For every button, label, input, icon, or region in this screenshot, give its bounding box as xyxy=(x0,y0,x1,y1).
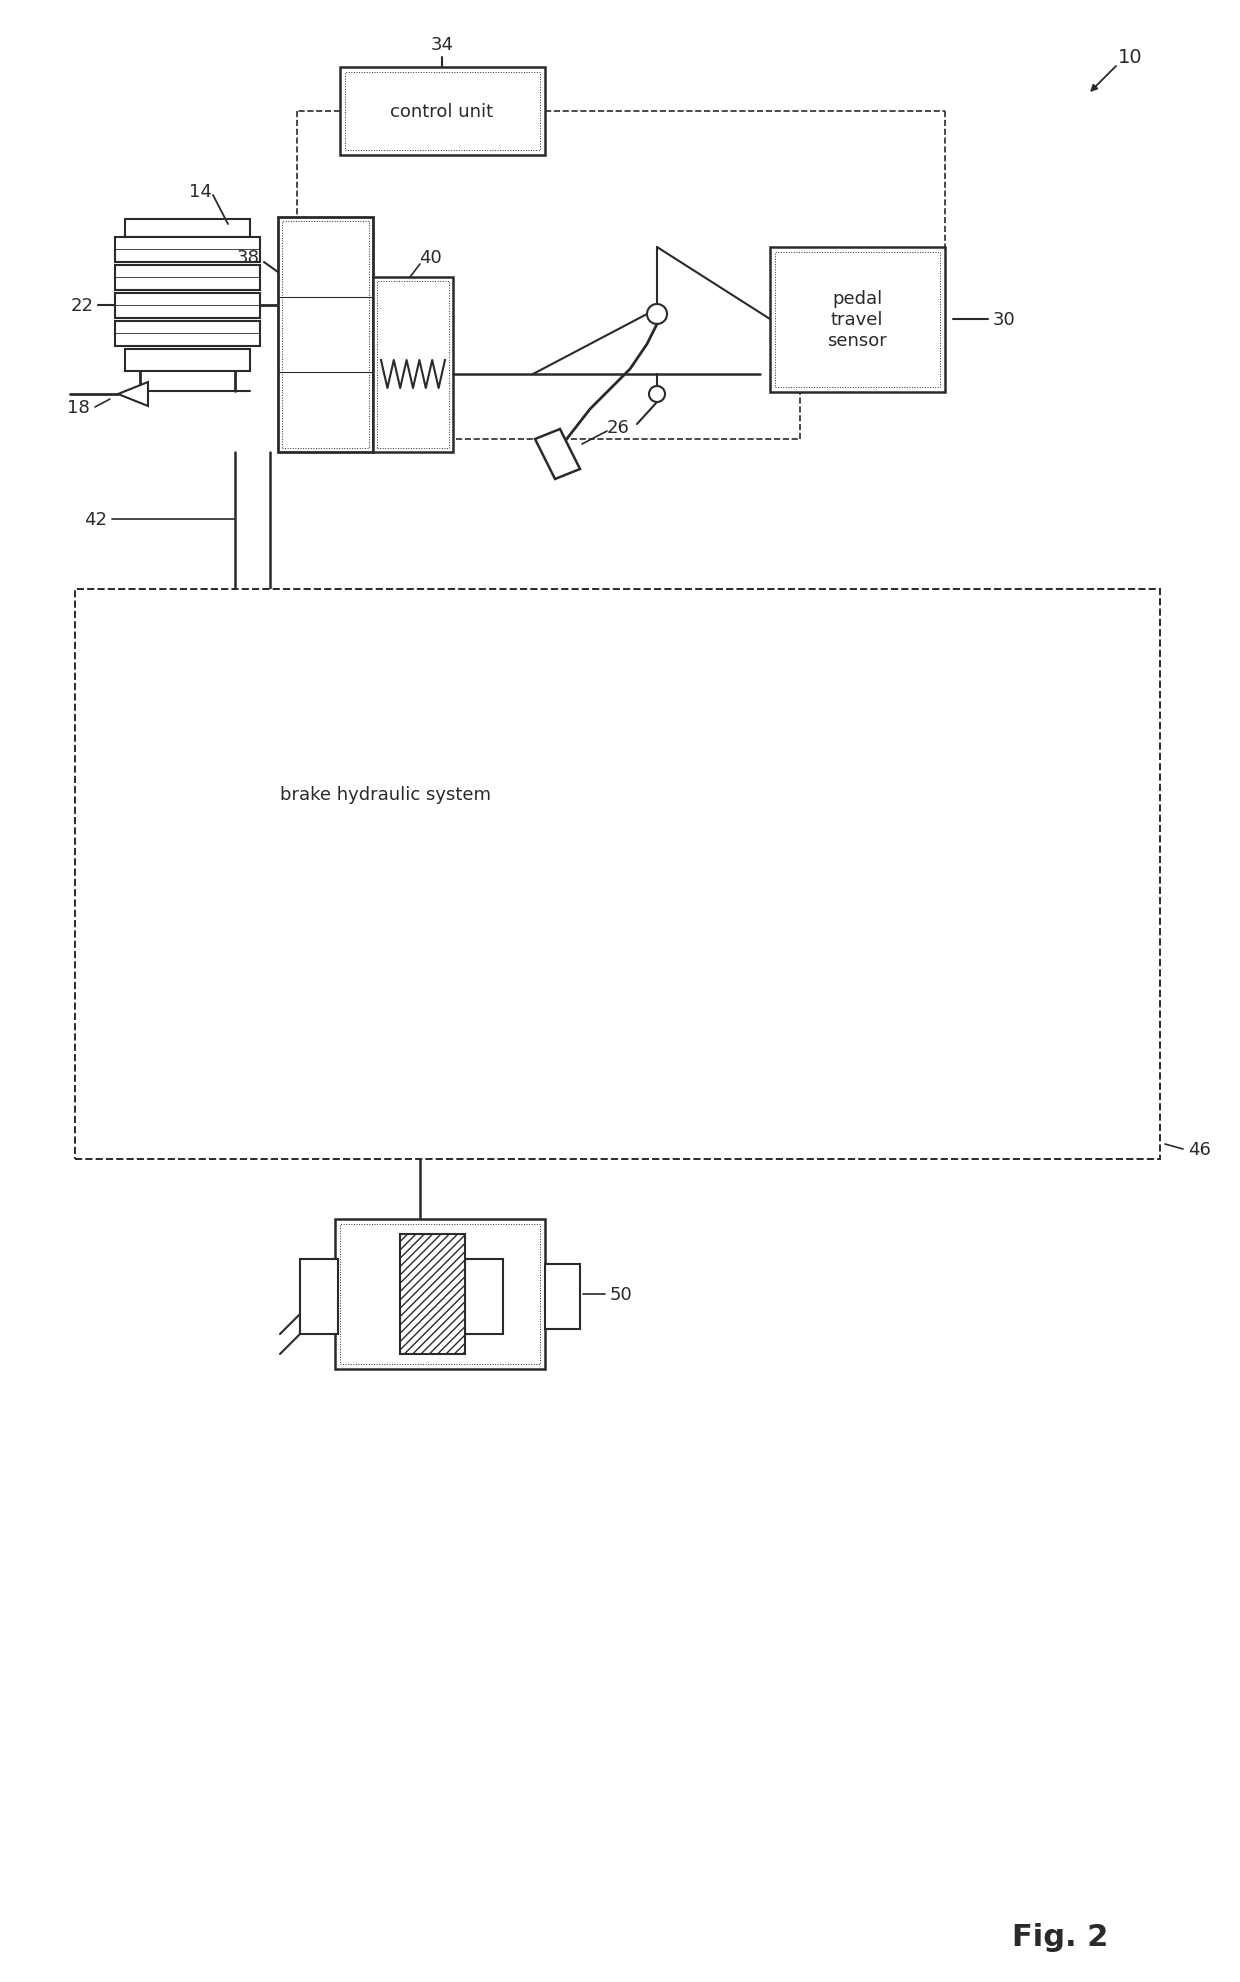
Bar xyxy=(115,321,260,347)
Bar xyxy=(465,1259,503,1334)
Bar xyxy=(115,293,260,319)
Bar xyxy=(115,266,260,291)
Bar xyxy=(335,1219,546,1370)
Text: 50: 50 xyxy=(610,1286,632,1304)
Bar xyxy=(373,277,453,452)
Text: 38: 38 xyxy=(237,250,260,268)
Text: brake hydraulic system: brake hydraulic system xyxy=(279,785,491,803)
Bar xyxy=(770,248,945,392)
Text: 42: 42 xyxy=(84,511,107,529)
Bar xyxy=(278,218,373,452)
Bar xyxy=(340,1225,539,1364)
Text: Fig. 2: Fig. 2 xyxy=(1012,1923,1109,1952)
Text: 40: 40 xyxy=(419,250,441,268)
Bar xyxy=(401,1235,465,1354)
Text: control unit: control unit xyxy=(391,103,494,121)
Bar xyxy=(340,67,546,157)
Bar xyxy=(300,1259,339,1334)
Bar xyxy=(125,351,250,373)
Bar xyxy=(345,73,539,151)
Text: 30: 30 xyxy=(993,311,1016,329)
Text: 34: 34 xyxy=(430,36,454,54)
Polygon shape xyxy=(534,430,580,480)
Text: 14: 14 xyxy=(188,182,212,200)
Text: 10: 10 xyxy=(1117,48,1142,67)
Bar xyxy=(115,238,260,264)
Text: 22: 22 xyxy=(71,297,94,315)
Bar xyxy=(281,222,370,448)
Text: pedal
travel
sensor: pedal travel sensor xyxy=(827,289,887,349)
Bar xyxy=(546,1265,580,1330)
Bar xyxy=(775,254,940,388)
Text: 46: 46 xyxy=(1188,1140,1211,1157)
Text: 18: 18 xyxy=(67,398,91,416)
Polygon shape xyxy=(118,383,148,406)
Bar xyxy=(74,591,1159,1159)
Bar xyxy=(377,281,449,448)
Bar xyxy=(125,220,250,238)
Text: 26: 26 xyxy=(606,418,630,436)
